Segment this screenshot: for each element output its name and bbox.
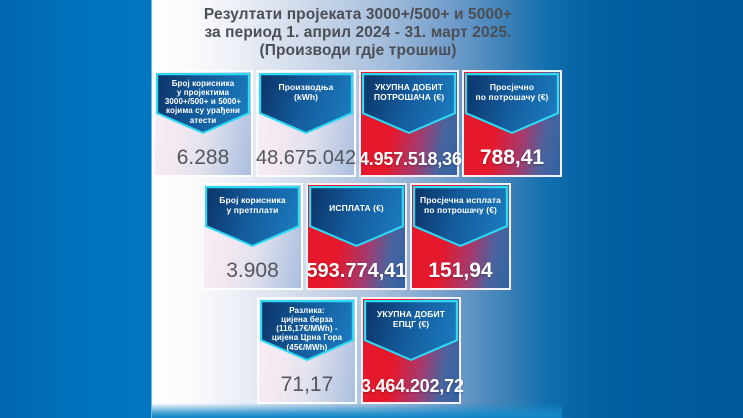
card-header-banner-fill: Просјечно по потрошачу (€) xyxy=(467,75,557,132)
card-header-banner: Број корисника у претплати xyxy=(205,186,300,247)
card-avg-per-consumer: Просјечно по потрошачу (€) 788,41 xyxy=(462,70,562,177)
card-value: 151,94 xyxy=(428,259,493,282)
card-header-label: ИСПЛАТА (€) xyxy=(329,203,384,214)
card-header-label: УКУПНА ДОБИТ ЕПЦГ (€) xyxy=(376,309,445,330)
card-header-label: Број корисника у пројектима 3000+/500+ и… xyxy=(164,78,242,125)
card-price-difference: Разлика: цијена берза (116,17€/MWh) - ци… xyxy=(257,297,357,404)
card-subscription-users: Број корисника у претплати 3.908 xyxy=(202,183,303,290)
card-value: 4.957.518,36 xyxy=(359,149,462,169)
card-header-label: Производња (kWh) xyxy=(278,82,334,103)
card-header-banner-fill: УКУПНА ДОБИТ ПОТРОШАЧА (€) xyxy=(364,75,454,132)
background-bottom-fade xyxy=(152,403,562,418)
card-payout-total: ИСПЛАТА (€) 593.774,41 xyxy=(306,183,407,290)
card-header-label: Просјечно по потрошачу (€) xyxy=(475,82,549,103)
card-header-banner: Просјечна исплата по потрошачу (€) xyxy=(413,186,508,247)
card-header-label: Просјечна исплата по потрошачу (€) xyxy=(420,195,501,216)
card-header-banner-fill: Просјечна исплата по потрошачу (€) xyxy=(415,188,506,245)
card-total-epcg-profit: УКУПНА ДОБИТ ЕПЦГ (€) 3.464.202,72 xyxy=(361,297,464,404)
card-avg-payout-per-consumer: Просјечна исплата по потрошачу (€) 151,9… xyxy=(410,183,511,290)
stats-row-3: Разлика: цијена берза (116,17€/MWh) - ци… xyxy=(257,297,464,404)
card-header-banner-fill: Производња (kWh) xyxy=(261,75,351,132)
stats-row-1: Број корисника у пројектима 3000+/500+ и… xyxy=(153,70,562,177)
card-header-label: Разлика: цијена берза (116,17€/MWh) - ци… xyxy=(271,305,343,352)
card-header-banner: Разлика: цијена берза (116,17€/MWh) - ци… xyxy=(260,300,354,361)
card-production-kwh: Производња (kWh) 48.675.042 xyxy=(256,70,356,177)
card-value: 788,41 xyxy=(479,146,545,169)
stats-row-2: Број корисника у претплати 3.908 ИСПЛАТА… xyxy=(202,183,511,290)
card-header-label: Број корисника у претплати xyxy=(219,195,286,216)
card-header-banner: УКУПНА ДОБИТ ЕПЦГ (€) xyxy=(364,300,458,361)
card-header-banner-fill: Број корисника у претплати xyxy=(207,188,298,245)
card-value: 593.774,41 xyxy=(306,260,407,282)
card-attested-users: Број корисника у пројектима 3000+/500+ и… xyxy=(153,70,253,177)
card-header-banner-fill: УКУПНА ДОБИТ ЕПЦГ (€) xyxy=(366,302,456,359)
slide-title: Резултати пројеката 3000+/500+ и 5000+ з… xyxy=(203,6,513,59)
card-value: 48.675.042 xyxy=(256,147,357,169)
card-header-banner-fill: ИСПЛАТА (€) xyxy=(311,188,402,245)
card-value: 6.288 xyxy=(176,146,230,169)
card-value: 71,17 xyxy=(280,373,334,396)
card-header-banner: УКУПНА ДОБИТ ПОТРОШАЧА (€) xyxy=(362,73,456,134)
card-total-consumer-profit: УКУПНА ДОБИТ ПОТРОШАЧА (€) 4.957.518,36 xyxy=(359,70,462,177)
card-header-banner: Просјечно по потрошачу (€) xyxy=(465,73,559,134)
card-header-banner: ИСПЛАТА (€) xyxy=(309,186,404,247)
card-value: 3.464.202,72 xyxy=(361,376,464,396)
card-header-banner: Број корисника у пројектима 3000+/500+ и… xyxy=(156,73,250,134)
card-header-banner: Производња (kWh) xyxy=(259,73,353,134)
card-header-banner-fill: Разлика: цијена берза (116,17€/MWh) - ци… xyxy=(262,302,352,359)
card-header-label: УКУПНА ДОБИТ ПОТРОШАЧА (€) xyxy=(373,82,445,103)
card-header-banner-fill: Број корисника у пројектима 3000+/500+ и… xyxy=(158,75,248,132)
card-value: 3.908 xyxy=(226,259,279,282)
